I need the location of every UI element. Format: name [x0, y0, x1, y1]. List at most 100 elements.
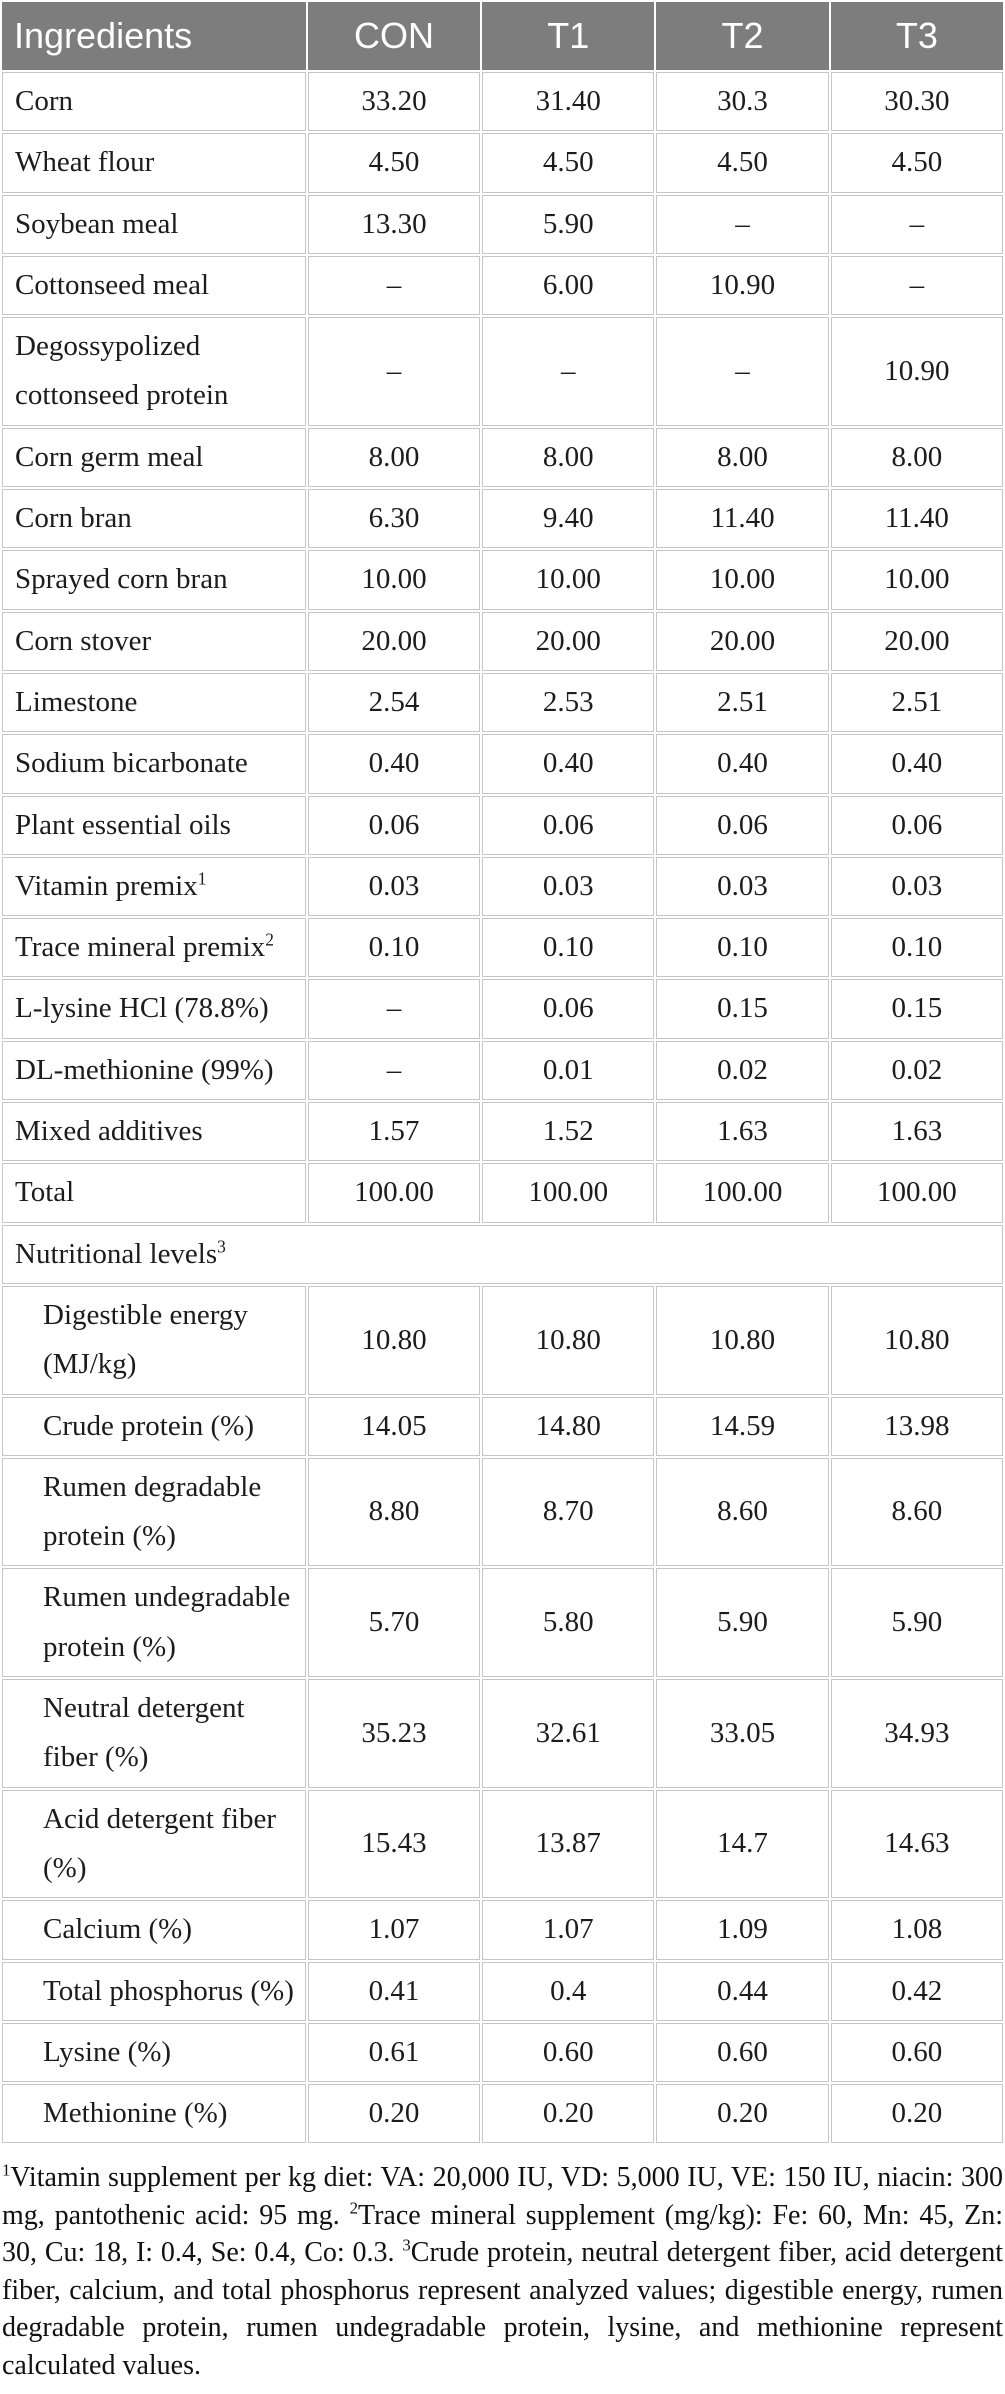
footnote-marker: 1	[197, 868, 207, 889]
footnote-marker: 1	[2, 2161, 11, 2181]
row-label: Calcium (%)	[2, 1900, 306, 1960]
value-cell: 0.06	[307, 795, 481, 855]
value-cell: 0.61	[307, 2022, 481, 2083]
row-label: Total phosphorus (%)	[2, 1961, 306, 2021]
value-cell: 100.00	[307, 1163, 481, 1223]
value-cell: 32.61	[482, 1679, 655, 1788]
value-cell: 10.90	[830, 317, 1003, 426]
value-cell: –	[482, 317, 655, 426]
value-cell: 0.20	[830, 2084, 1003, 2144]
row-label: Cottonseed meal	[2, 255, 306, 316]
value-cell: 8.00	[656, 427, 829, 488]
value-cell: 0.06	[830, 795, 1003, 855]
row-label: Rumen undegradable protein (%)	[2, 1568, 306, 1678]
value-cell: 13.98	[830, 1396, 1003, 1456]
value-cell: 31.40	[482, 72, 655, 132]
row-label: Corn stover	[2, 611, 306, 671]
value-cell: 5.80	[482, 1568, 655, 1678]
value-cell: 0.06	[482, 979, 655, 1039]
header-ingredients: Ingredients	[2, 2, 306, 70]
footnote-marker: 2	[265, 929, 274, 950]
footnote-marker: 3	[402, 2236, 411, 2256]
table-row: Cottonseed meal –6.00 10.90–	[2, 255, 1003, 316]
value-cell: –	[656, 194, 829, 254]
value-cell: 0.20	[307, 2084, 481, 2144]
value-cell: 34.93	[830, 1679, 1003, 1788]
value-cell: 0.40	[656, 734, 829, 794]
value-cell: 2.53	[482, 672, 655, 733]
header-t2: T2	[656, 2, 829, 70]
table-row: Rumen undegradable protein (%) 5.70 5.80 5.…	[2, 1568, 1003, 1678]
value-cell: 20.00	[482, 611, 655, 671]
row-label: Acid detergent fiber (%)	[2, 1789, 306, 1899]
table-row: Rumen degradable protein (%) 8.80 8.70 8.60…	[2, 1457, 1003, 1567]
value-cell: 0.60	[830, 2022, 1003, 2083]
value-cell: 33.05	[656, 1679, 829, 1788]
table-footnotes: 1Vitamin supplement per kg diet: VA: 20,…	[2, 2161, 1004, 2381]
row-label: Lysine (%)	[2, 2022, 306, 2083]
value-cell: 11.40	[830, 489, 1003, 549]
value-cell: 10.80	[830, 1285, 1003, 1395]
row-label: Vitamin premix1	[2, 856, 306, 917]
row-label: Plant essential oils	[2, 795, 306, 855]
value-cell: 33.20	[307, 72, 481, 132]
row-label: Corn bran	[2, 489, 306, 549]
table-row: Digestible energy (MJ/kg) 10.80 10.80 10.80…	[2, 1285, 1003, 1395]
table-row: Mixed additives 1.57 1.52 1.63 1.63	[2, 1102, 1003, 1162]
value-cell: 4.50	[830, 133, 1003, 193]
value-cell: 2.51	[656, 672, 829, 733]
value-cell: 5.90	[656, 1568, 829, 1678]
value-cell: 0.10	[482, 918, 655, 978]
table-row: DL-methionine (99%) –0.01 0.02 0.02	[2, 1040, 1003, 1101]
value-cell: 20.00	[656, 611, 829, 671]
row-label: Sodium bicarbonate	[2, 734, 306, 794]
value-cell: 10.80	[482, 1285, 655, 1395]
row-label: Soybean meal	[2, 194, 306, 254]
value-cell: 10.00	[830, 550, 1003, 610]
value-cell: 30.3	[656, 72, 829, 132]
value-cell: 100.00	[482, 1163, 655, 1223]
value-cell: 0.06	[656, 795, 829, 855]
footnote-marker: 2	[349, 2198, 358, 2218]
value-cell: 0.06	[482, 795, 655, 855]
value-cell: 10.00	[482, 550, 655, 610]
value-cell: 8.60	[830, 1457, 1003, 1567]
value-cell: 10.00	[307, 550, 481, 610]
table-header: Ingredients CON T1 T2 T3	[2, 2, 1003, 70]
value-cell: 0.20	[482, 2084, 655, 2144]
value-cell: 9.40	[482, 489, 655, 549]
row-label: Corn	[2, 72, 306, 132]
row-label: L-lysine HCl (78.8%)	[2, 979, 306, 1039]
header-row: Ingredients CON T1 T2 T3	[2, 2, 1003, 70]
row-label: Mixed additives	[2, 1102, 306, 1162]
value-cell: 0.40	[482, 734, 655, 794]
table-row: Soybean meal 13.30 5.90– –	[2, 194, 1003, 254]
value-cell: 0.44	[656, 1961, 829, 2021]
section-row: Nutritional levels3	[2, 1224, 1003, 1284]
value-cell: 13.30	[307, 194, 481, 254]
value-cell: 0.42	[830, 1961, 1003, 2021]
value-cell: –	[830, 255, 1003, 316]
value-cell: 1.63	[830, 1102, 1003, 1162]
diet-composition-table: Ingredients CON T1 T2 T3 Corn 33.20 31.40 3…	[2, 2, 1003, 2144]
value-cell: 11.40	[656, 489, 829, 549]
value-cell: 100.00	[656, 1163, 829, 1223]
value-cell: 2.54	[307, 672, 481, 733]
value-cell: 20.00	[830, 611, 1003, 671]
value-cell: 20.00	[307, 611, 481, 671]
value-cell: 0.4	[482, 1961, 655, 2021]
value-cell: 0.40	[307, 734, 481, 794]
value-cell: 14.59	[656, 1396, 829, 1456]
value-cell: 0.60	[656, 2022, 829, 2083]
value-cell: –	[307, 979, 481, 1039]
table-row: Total phosphorus (%) 0.41 0.4 0.44 0.42	[2, 1961, 1003, 2021]
value-cell: –	[307, 317, 481, 426]
value-cell: 1.09	[656, 1900, 829, 1960]
value-cell: 100.00	[830, 1163, 1003, 1223]
value-cell: 10.00	[656, 550, 829, 610]
table-row: Lysine (%) 0.61 0.60 0.60 0.60	[2, 2022, 1003, 2083]
table-body: Corn 33.20 31.40 30.3 30.30 Wheat flour 4.50 4.…	[2, 72, 1003, 2144]
value-cell: 4.50	[656, 133, 829, 193]
table-row: Trace mineral premix2 0.10 0.10 0.10 0.10	[2, 918, 1003, 978]
